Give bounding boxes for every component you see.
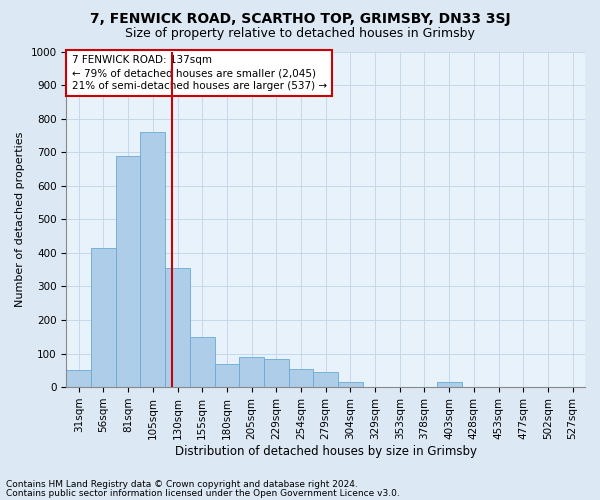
Text: Size of property relative to detached houses in Grimsby: Size of property relative to detached ho… xyxy=(125,28,475,40)
Bar xyxy=(264,358,289,387)
Bar xyxy=(338,382,363,387)
Bar xyxy=(116,156,140,387)
Bar xyxy=(289,368,313,387)
X-axis label: Distribution of detached houses by size in Grimsby: Distribution of detached houses by size … xyxy=(175,444,477,458)
Bar xyxy=(67,370,91,387)
Y-axis label: Number of detached properties: Number of detached properties xyxy=(15,132,25,307)
Bar xyxy=(313,372,338,387)
Bar xyxy=(239,357,264,387)
Bar xyxy=(165,268,190,387)
Bar xyxy=(437,382,461,387)
Bar xyxy=(140,132,165,387)
Bar xyxy=(91,248,116,387)
Text: Contains HM Land Registry data © Crown copyright and database right 2024.: Contains HM Land Registry data © Crown c… xyxy=(6,480,358,489)
Text: 7 FENWICK ROAD: 137sqm
← 79% of detached houses are smaller (2,045)
21% of semi-: 7 FENWICK ROAD: 137sqm ← 79% of detached… xyxy=(71,55,327,92)
Bar xyxy=(215,364,239,387)
Text: 7, FENWICK ROAD, SCARTHO TOP, GRIMSBY, DN33 3SJ: 7, FENWICK ROAD, SCARTHO TOP, GRIMSBY, D… xyxy=(89,12,511,26)
Text: Contains public sector information licensed under the Open Government Licence v3: Contains public sector information licen… xyxy=(6,489,400,498)
Bar xyxy=(190,337,215,387)
